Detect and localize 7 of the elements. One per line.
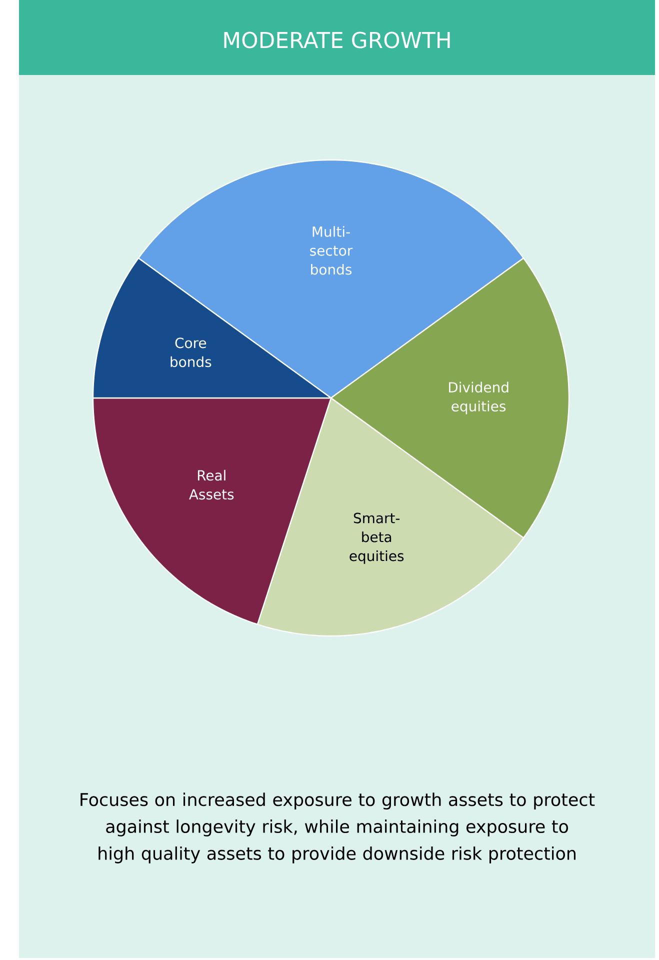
slice-label: Multi-sector bonds: [310, 226, 353, 275]
slice-label: Dividend equities: [449, 382, 508, 414]
text: Focuses on increased exposure to growth assets to protect against longevity risk, while maintaining exposure to high quality assets to provide downside risk protection: [80, 792, 595, 864]
slice-label: Core bonds: [170, 338, 212, 368]
chart-title: MODERATE GROWTH: [224, 32, 450, 48]
slice-label: Real Assets: [189, 470, 234, 500]
slice-label: Smart-beta equities: [350, 512, 404, 564]
